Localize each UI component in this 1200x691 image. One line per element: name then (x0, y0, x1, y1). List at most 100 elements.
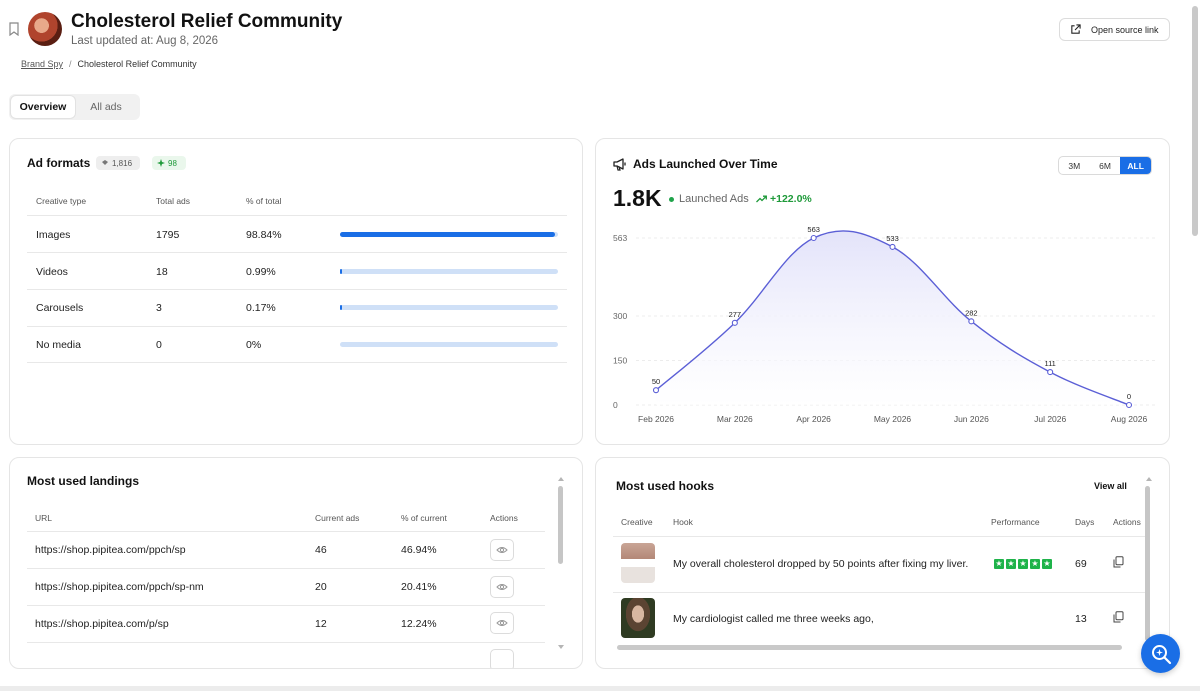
star-icon: ★ (1042, 559, 1052, 569)
launched-legend-label: Launched Ads (679, 193, 749, 205)
ad-formats-card: Ad formats 1,816 98 Creative type Total … (9, 138, 583, 445)
format-pct-videos: 0.99% (246, 266, 276, 278)
table-divider (27, 605, 545, 606)
landings-scrollbar[interactable] (558, 486, 563, 564)
col-pct-total: % of total (246, 196, 282, 206)
copy-icon[interactable] (1113, 611, 1124, 623)
brand-avatar (28, 12, 62, 46)
star-icon: ★ (1030, 559, 1040, 569)
format-bar-fill-images (340, 232, 556, 237)
growth-value: +122.0% (770, 193, 812, 205)
tab-overview[interactable]: Overview (11, 96, 75, 118)
scroll-up-arrow[interactable] (558, 477, 564, 481)
table-divider (613, 592, 1146, 593)
table-divider (27, 531, 545, 532)
format-bar-carousels (340, 305, 558, 310)
data-label: 277 (729, 310, 742, 319)
format-total-carousels: 3 (156, 302, 162, 314)
legend-dot (669, 196, 674, 202)
ad-formats-title: Ad formats (27, 156, 91, 170)
data-point (810, 234, 817, 242)
hook-creative-thumbnail[interactable] (621, 543, 655, 583)
x-tick-label: Feb 2026 (638, 414, 674, 424)
ai-search-button[interactable] (1141, 634, 1180, 673)
x-tick-label: Mar 2026 (717, 414, 753, 424)
last-updated: Last updated at: Aug 8, 2026 (71, 35, 219, 47)
table-divider (27, 289, 567, 290)
eye-icon (496, 584, 508, 590)
breadcrumb: Brand Spy / Cholesterol Relief Community (21, 59, 197, 69)
page-header: Cholesterol Relief Community Last update… (0, 0, 1190, 90)
y-tick-label: 563 (613, 233, 627, 243)
data-point (652, 387, 660, 394)
scroll-down-arrow[interactable] (558, 645, 564, 649)
most-used-hooks-card: Most used hooks View all Creative Hook P… (595, 457, 1170, 669)
x-tick-label: May 2026 (874, 414, 912, 424)
data-point (731, 319, 738, 326)
breadcrumb-current: Cholesterol Relief Community (77, 59, 197, 69)
format-pct-carousels: 0.17% (246, 302, 276, 314)
eye-icon (496, 620, 508, 626)
page-scrollbar[interactable] (1192, 6, 1198, 236)
data-label: 50 (652, 377, 660, 386)
view-landing-button[interactable] (490, 612, 514, 634)
table-divider (27, 642, 545, 643)
hooks-scrollbar[interactable] (1145, 486, 1150, 641)
format-total-no-media: 0 (156, 339, 162, 351)
x-tick-label: Jun 2026 (954, 414, 989, 424)
landing-url[interactable]: https://shop.pipitea.com/ppch/sp-nm (35, 581, 204, 593)
star-icon: ★ (1018, 559, 1028, 569)
format-type-no-media: No media (36, 339, 81, 351)
sparkle-icon (157, 159, 165, 167)
view-landing-button[interactable] (490, 649, 514, 668)
copy-icon[interactable] (1113, 556, 1124, 568)
y-tick-label: 0 (613, 400, 618, 410)
view-landing-button[interactable] (490, 576, 514, 598)
breadcrumb-brand-spy[interactable]: Brand Spy (21, 59, 64, 69)
col-performance: Performance (991, 517, 1040, 527)
data-label: 533 (886, 234, 899, 243)
x-tick-label: Apr 2026 (796, 414, 831, 424)
scroll-up-arrow[interactable] (1146, 477, 1152, 481)
eye-icon (496, 547, 508, 553)
col-days: Days (1075, 517, 1095, 527)
megaphone-icon (613, 158, 626, 171)
ads-launched-chart: 0 150 300 563 50 Feb 2026 277 Mar 2026 563 Apr 20… (613, 225, 1156, 424)
landing-ads: 46 (315, 544, 327, 556)
horizontal-page-scrollbar[interactable] (0, 686, 1200, 691)
table-divider (27, 215, 567, 216)
series-area (656, 230, 1129, 405)
breadcrumb-separator: / (69, 59, 72, 69)
open-source-link-button[interactable]: Open source link (1059, 18, 1170, 41)
tab-all-ads[interactable]: All ads (90, 101, 122, 113)
bookmark-icon[interactable] (8, 22, 20, 36)
format-pct-no-media: 0% (246, 339, 262, 351)
star-icon: ★ (994, 559, 1004, 569)
trend-up-icon (756, 195, 767, 203)
landing-url[interactable]: https://shop.pipitea.com/p/sp (35, 618, 169, 630)
data-point (968, 318, 975, 325)
landing-pct: 46.94% (401, 544, 437, 556)
data-label: 111 (1044, 359, 1055, 368)
ads-launched-card: Ads Launched Over Time 3M 6M ALL 1.8K La… (595, 138, 1170, 445)
most-used-landings-card: Most used landings URL Current ads % of … (9, 457, 583, 669)
data-label: 0 (1127, 392, 1131, 401)
hooks-horizontal-scrollbar[interactable] (617, 645, 1122, 650)
range-6m-button[interactable]: 6M (1099, 160, 1111, 171)
table-divider (27, 252, 567, 253)
col-url: URL (35, 513, 53, 523)
range-all-button[interactable]: ALL (1120, 157, 1151, 174)
table-divider (27, 362, 567, 363)
col-total-ads: Total ads (156, 196, 191, 206)
new-ads-count: 98 (168, 158, 177, 168)
view-all-hooks-link[interactable]: View all (1094, 481, 1127, 491)
search-sparkle-icon (1151, 644, 1171, 664)
landing-ads: 20 (315, 581, 327, 593)
format-type-images: Images (36, 229, 71, 241)
view-landing-button[interactable] (490, 539, 514, 561)
col-actions: Actions (490, 513, 518, 523)
hook-creative-thumbnail[interactable] (621, 598, 655, 638)
range-3m-button[interactable]: 3M (1068, 160, 1081, 171)
landing-url[interactable]: https://shop.pipitea.com/ppch/sp (35, 544, 186, 556)
landings-table: URL Current ads % of current Actions htt… (27, 506, 545, 668)
